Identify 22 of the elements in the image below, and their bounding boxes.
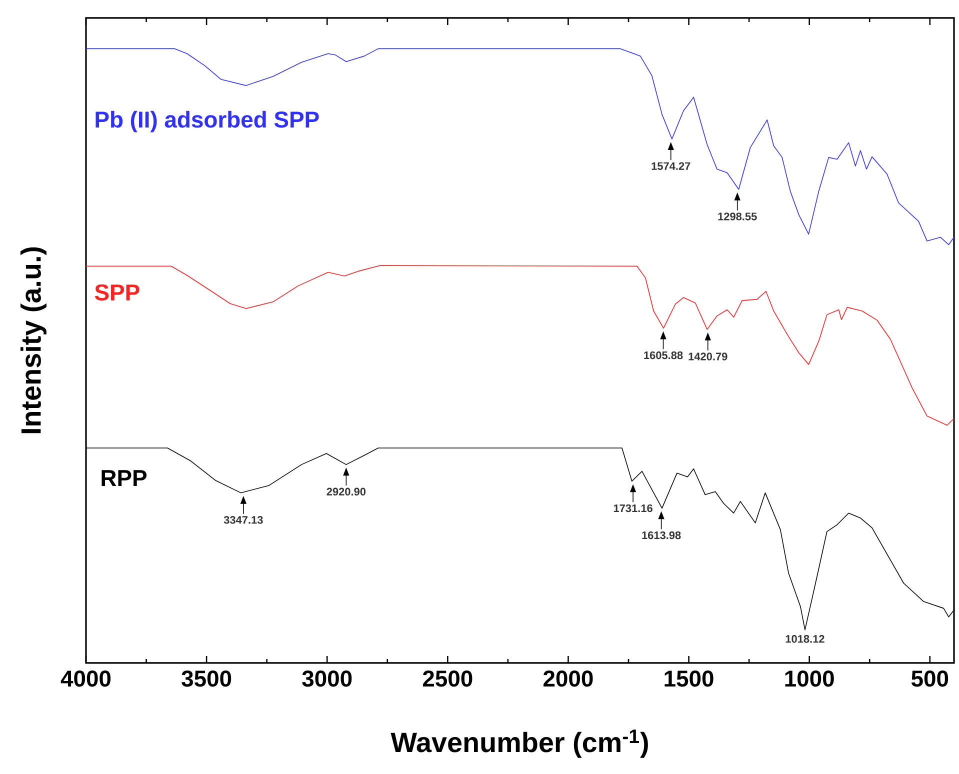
annotation: 2920.90 [326,488,366,496]
x-tick-label: 500 [911,670,948,687]
annotation: 1731.16 [614,504,652,512]
x-tick-label: 1500 [664,670,714,687]
annotation: 1613.98 [642,531,681,540]
x-axis-title: Wavenumber (cm$^{-1}$) [390,730,648,758]
x-tick-label: 3500 [182,670,232,687]
annotation: 1298.55 [718,212,757,220]
annotation: 1574.27 [652,162,690,170]
x-tick-label: 2000 [544,670,593,687]
x-tick-label: 3000 [302,670,352,687]
x-tick-label: 1000 [785,670,834,687]
series-label: SPP [94,284,140,301]
y-axis-title: Intensity (a.u.) [20,247,46,434]
x-tick-label: 2500 [422,670,472,687]
annotation: 1605.88 [644,351,683,360]
annotation: 1420.79 [688,352,728,360]
annotation: 1018.12 [786,635,824,643]
x-tick-label: 4000 [60,670,111,687]
series-label: RPP [102,470,147,486]
annotation: 3347.13 [224,516,263,524]
series-label: Pb (II) adsorbed SPP [96,110,319,132]
